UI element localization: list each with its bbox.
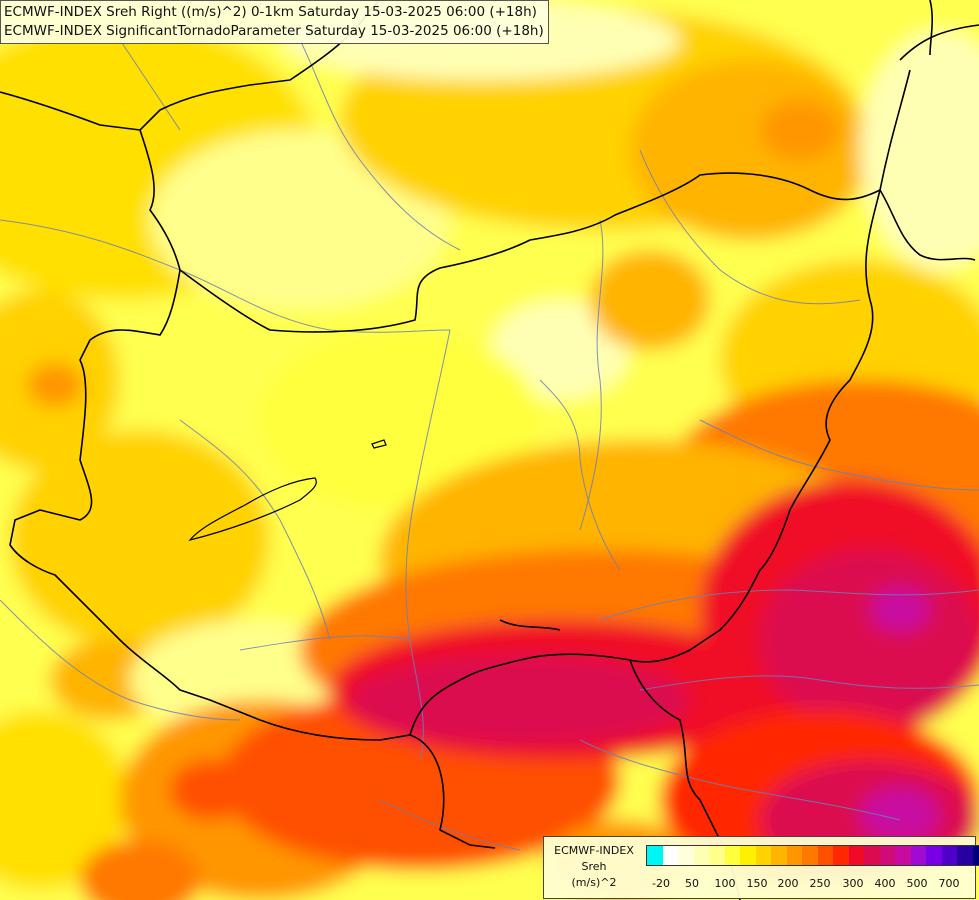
legend-tick-label: 150 (746, 877, 768, 890)
rivers (0, 39, 979, 851)
legend-swatch (926, 846, 942, 865)
legend-swatch (817, 846, 833, 865)
legend-swatch (848, 846, 864, 865)
legend-swatch (802, 846, 818, 865)
legend-swatch (709, 846, 725, 865)
legend-swatch (693, 846, 709, 865)
legend-swatch (910, 846, 926, 865)
legend-title: ECMWF-INDEX Sreh (m/s)^2 (548, 843, 640, 891)
color-legend: ECMWF-INDEX Sreh (m/s)^2 -20 50 100 150 200 2… (543, 836, 979, 899)
legend-swatch (972, 846, 979, 865)
legend-swatch (895, 846, 911, 865)
legend-swatch (678, 846, 694, 865)
legend-swatch (724, 846, 740, 865)
legend-swatch (941, 846, 957, 865)
legend-swatch (740, 846, 756, 865)
map-title-box: ECMWF-INDEX Sreh Right ((m/s)^2) 0-1km S… (0, 0, 549, 44)
legend-swatch (957, 846, 973, 865)
legend-variable: Sreh (581, 860, 607, 873)
legend-tick-label: 100 (714, 877, 736, 890)
legend-swatch (786, 846, 802, 865)
legend-swatch (864, 846, 880, 865)
map-subtitle: ECMWF-INDEX SignificantTornadoParameter … (4, 23, 544, 39)
legend-tick-label: 500 (906, 877, 928, 890)
legend-color-bar (646, 845, 979, 866)
map-title: ECMWF-INDEX Sreh Right ((m/s)^2) 0-1km S… (4, 4, 537, 20)
legend-tick-label: 700 (938, 877, 960, 890)
legend-unit: (m/s)^2 (571, 876, 617, 889)
legend-model: ECMWF-INDEX (554, 844, 634, 857)
legend-swatch (771, 846, 787, 865)
legend-swatch (662, 846, 678, 865)
legend-tick-label: 50 (685, 877, 699, 890)
legend-tick-label: 200 (777, 877, 799, 890)
legend-swatch (647, 846, 663, 865)
lake-outline (188, 439, 387, 542)
legend-tick-label: -20 (652, 877, 670, 890)
legend-tick-label: 300 (842, 877, 864, 890)
legend-swatch (755, 846, 771, 865)
legend-tick-label: 250 (809, 877, 831, 890)
legend-tick-label: 400 (874, 877, 896, 890)
legend-swatch (833, 846, 849, 865)
legend-swatch (879, 846, 895, 865)
